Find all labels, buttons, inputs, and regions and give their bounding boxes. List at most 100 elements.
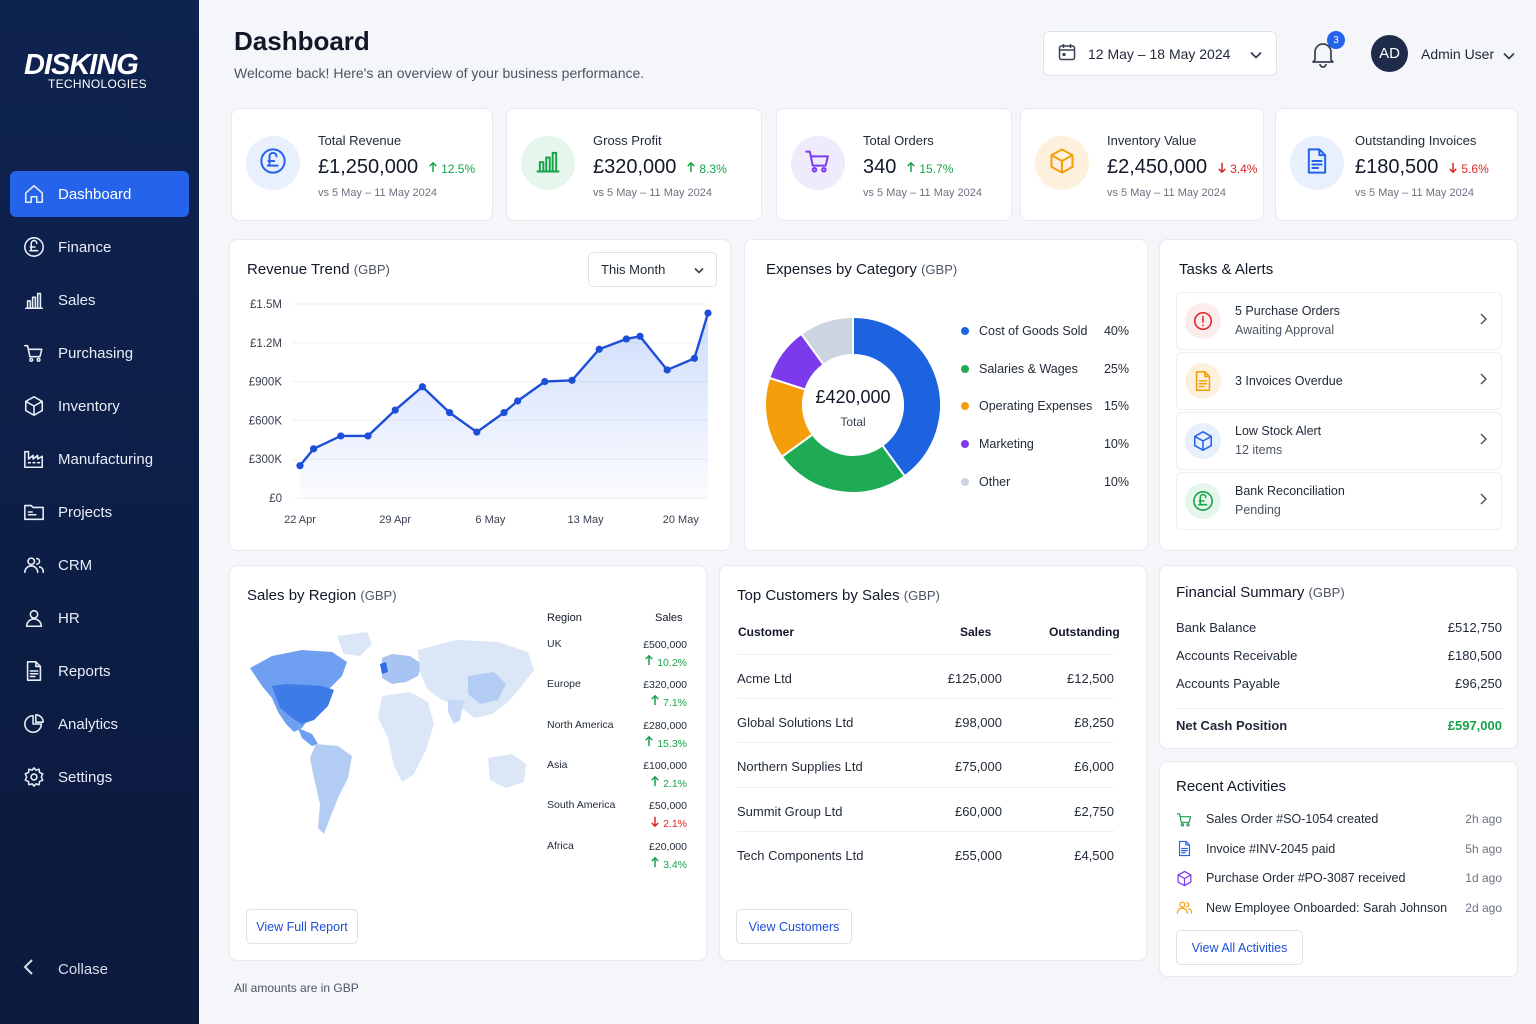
- sidebar-item-label: HR: [58, 609, 80, 627]
- user-name[interactable]: Admin User: [1421, 46, 1495, 62]
- kpi-change-value: 8.3%: [699, 162, 727, 176]
- chevron-down-icon[interactable]: [1503, 47, 1515, 65]
- view-full-report-button[interactable]: View Full Report: [246, 909, 358, 944]
- page-subtitle: Welcome back! Here's an overview of your…: [234, 65, 645, 81]
- sidebar-item-purchasing[interactable]: Purchasing: [10, 330, 189, 376]
- sidebar-item-manufacturing[interactable]: Manufacturing: [10, 436, 189, 482]
- customer-name: Northern Supplies Ltd: [737, 759, 863, 775]
- region-sales: £100,000: [643, 759, 687, 772]
- kpi-card-inventory-value[interactable]: Inventory Value £2,450,000 3.4% vs 5 May …: [1020, 108, 1264, 221]
- net-cash-value: £597,000: [1447, 718, 1502, 733]
- date-range-picker[interactable]: 12 May – 18 May 2024: [1043, 31, 1277, 76]
- kpi-label: Outstanding Invoices: [1355, 133, 1477, 148]
- sidebar-item-hr[interactable]: HR: [10, 595, 189, 641]
- customer-outstanding: £2,750: [1074, 803, 1114, 819]
- x-tick-label: 29 Apr: [379, 514, 411, 526]
- sidebar-item-inventory[interactable]: Inventory: [10, 383, 189, 429]
- sidebar-item-reports[interactable]: Reports: [10, 648, 189, 694]
- task-item[interactable]: 5 Purchase Orders Awaiting Approval: [1176, 292, 1502, 350]
- kpi-card-outstanding-invoices[interactable]: Outstanding Invoices £180,500 5.6% vs 5 M…: [1275, 108, 1518, 221]
- revenue-point: [622, 335, 630, 343]
- customer-sales: £98,000: [955, 715, 1002, 731]
- sidebar-item-projects[interactable]: Projects: [10, 489, 189, 535]
- region-name: South America: [547, 799, 616, 812]
- arrow-down-icon: [1448, 162, 1461, 176]
- customer-outstanding: £8,250: [1074, 715, 1114, 731]
- revenue-line: [299, 312, 710, 467]
- activity-item[interactable]: New Employee Onboarded: Sarah Johnson 2d …: [1176, 898, 1502, 918]
- legend-value: 10%: [1103, 437, 1129, 452]
- table-row[interactable]: Acme Ltd £125,000 £12,500: [737, 654, 1114, 698]
- revenue-point: [636, 332, 644, 340]
- activity-item[interactable]: Invoice #INV-2045 paid 5h ago: [1176, 839, 1502, 859]
- region-col-header: Region: [547, 612, 582, 624]
- period-select[interactable]: This Month: [588, 252, 717, 287]
- arrow-up-icon: [686, 161, 699, 176]
- task-item[interactable]: Low Stock Alert 12 items: [1176, 412, 1502, 470]
- activity-item[interactable]: Purchase Order #PO-3087 received 1d ago: [1176, 868, 1502, 888]
- kpi-change-value: 15.7%: [919, 162, 954, 176]
- x-tick-label: 13 May: [568, 514, 605, 526]
- view-all-activities-button[interactable]: View All Activities: [1176, 930, 1303, 965]
- activity-text: Sales Order #SO-1054 created: [1206, 812, 1379, 826]
- kpi-compare: vs 5 May – 11 May 2024: [1355, 187, 1475, 199]
- collapse-button[interactable]: Collase: [22, 958, 108, 980]
- kpi-card-total-orders[interactable]: Total Orders 340 15.7% vs 5 May – 11 May …: [776, 108, 1012, 221]
- sidebar-item-label: CRM: [58, 556, 93, 574]
- financial-summary-card: Financial Summary (GBP) Bank Balance £512…: [1159, 565, 1518, 749]
- donut-center-label: Total: [840, 415, 865, 429]
- kpi-change: 15.7%: [906, 161, 954, 176]
- customer-col-header: Customer: [738, 625, 795, 639]
- revenue-point: [568, 376, 576, 384]
- table-row[interactable]: Northern Supplies Ltd £75,000 £6,000: [737, 742, 1114, 786]
- kpi-card-gross-profit[interactable]: Gross Profit £320,000 8.3% vs 5 May – 11 …: [506, 108, 762, 221]
- legend-swatch: [961, 440, 969, 449]
- table-row[interactable]: Summit Group Ltd £60,000 £2,750: [737, 786, 1114, 831]
- region-values: £320,000 7.1%: [643, 677, 687, 712]
- kpi-change-value: 12.5%: [441, 162, 476, 176]
- legend-item: Cost of Goods Sold 40%: [961, 324, 1129, 338]
- kpi-icon-circle: [791, 136, 845, 190]
- legend-label: Operating Expenses: [979, 399, 1093, 414]
- revenue-point: [391, 406, 399, 414]
- document-icon: [22, 659, 46, 683]
- region-change: 7.1%: [650, 695, 687, 709]
- legend-label: Cost of Goods Sold: [979, 324, 1088, 338]
- financial-value: £96,250: [1455, 676, 1502, 691]
- sidebar-item-settings[interactable]: Settings: [10, 754, 189, 800]
- task-item[interactable]: Bank Reconciliation Pending: [1176, 472, 1502, 530]
- x-tick-label: 22 Apr: [284, 514, 316, 526]
- y-tick-label: £300K: [249, 454, 283, 466]
- customers-title: Top Customers by Sales (GBP): [737, 587, 940, 604]
- customer-sales: £125,000: [947, 671, 1002, 686]
- sidebar-item-crm[interactable]: CRM: [10, 542, 189, 588]
- kpi-change: 12.5%: [428, 161, 476, 176]
- view-customers-button[interactable]: View Customers: [736, 909, 852, 944]
- kpi-value-row: £1,250,000 12.5%: [318, 156, 475, 179]
- region-values: £100,000 2.1%: [643, 758, 687, 793]
- arrow-up-icon: [428, 161, 441, 176]
- avatar[interactable]: AD: [1371, 35, 1408, 72]
- y-tick-label: £600K: [249, 415, 283, 427]
- users-icon: [22, 553, 46, 577]
- task-item[interactable]: 3 Invoices Overdue: [1176, 352, 1502, 410]
- sidebar-item-analytics[interactable]: Analytics: [10, 701, 189, 747]
- cart-icon: [22, 341, 46, 365]
- revenue-point: [704, 309, 712, 317]
- financial-title-text: Financial Summary: [1176, 584, 1305, 601]
- activity-item[interactable]: Sales Order #SO-1054 created 2h ago: [1176, 809, 1502, 829]
- kpi-compare: vs 5 May – 11 May 2024: [318, 187, 438, 199]
- legend-swatch: [961, 364, 969, 373]
- financial-label: Accounts Payable: [1176, 676, 1281, 691]
- pound-icon: [1185, 483, 1221, 519]
- sidebar-item-sales[interactable]: Sales: [10, 277, 189, 323]
- task-detail: Pending: [1235, 503, 1281, 517]
- notifications-button[interactable]: [1310, 40, 1336, 68]
- sidebar-item-finance[interactable]: Finance: [10, 224, 189, 270]
- table-row[interactable]: Tech Components Ltd £55,000 £4,500: [737, 830, 1114, 875]
- task-text: Bank Reconciliation Pending: [1235, 482, 1479, 520]
- arrow-up-icon: [644, 654, 657, 669]
- kpi-card-total-revenue[interactable]: Total Revenue £1,250,000 12.5% vs 5 May –…: [231, 108, 493, 221]
- table-row[interactable]: Global Solutions Ltd £98,000 £8,250: [737, 698, 1114, 742]
- sidebar-item-dashboard[interactable]: Dashboard: [10, 171, 189, 217]
